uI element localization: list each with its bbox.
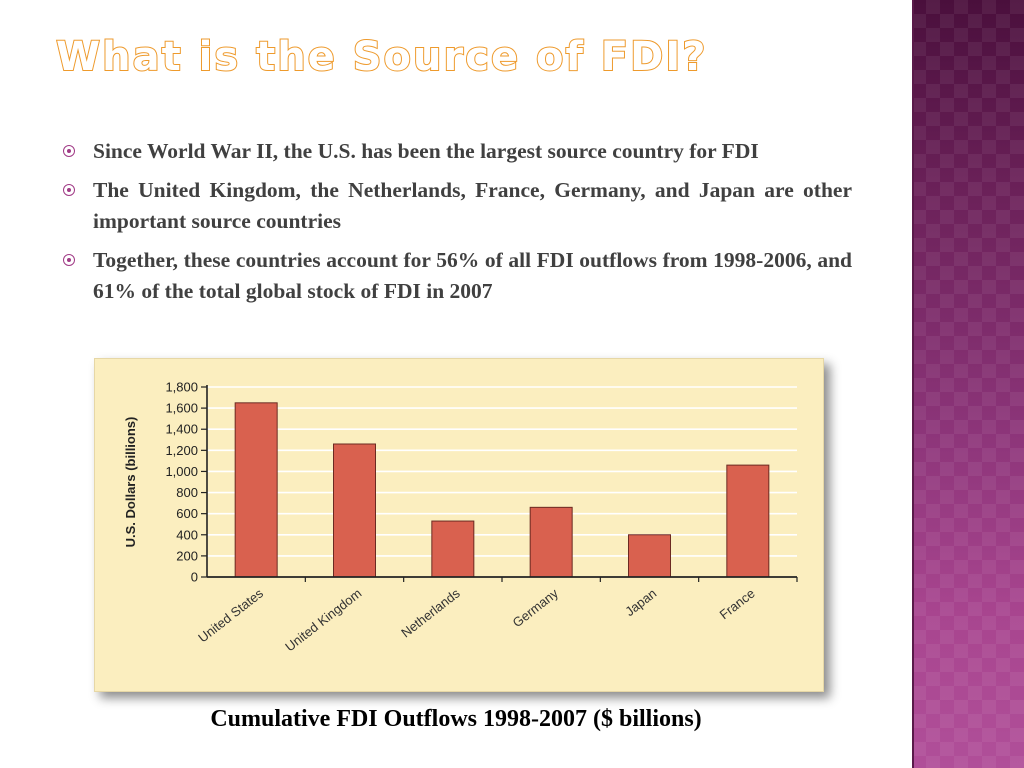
y-tick-label: 400 bbox=[176, 527, 198, 542]
chart-caption: Cumulative FDI Outflows 1998-2007 ($ bil… bbox=[210, 706, 702, 732]
circle-dot-icon bbox=[63, 184, 75, 196]
y-tick-label: 1,800 bbox=[165, 380, 198, 395]
bar bbox=[234, 402, 278, 578]
decorative-side-band bbox=[912, 0, 1024, 768]
circle-dot-icon bbox=[63, 145, 75, 157]
y-tick-label: 200 bbox=[176, 548, 198, 563]
bullet-item: Since World War II, the U.S. has been th… bbox=[60, 136, 852, 167]
x-tick-label: Germany bbox=[510, 585, 562, 630]
bar bbox=[333, 443, 376, 578]
bullet-item: Together, these countries account for 56… bbox=[60, 245, 852, 307]
circle-dot-icon bbox=[63, 254, 75, 266]
bullet-text: The United Kingdom, the Netherlands, Fra… bbox=[93, 178, 852, 233]
bar bbox=[726, 464, 770, 578]
bullet-text: Since World War II, the U.S. has been th… bbox=[93, 139, 759, 163]
bar bbox=[431, 520, 475, 578]
chart-panel: 0 200 400 600 800 1,000 1,200 1,400 1,600 1,800 U.… bbox=[94, 358, 824, 692]
x-tick-label: France bbox=[717, 586, 758, 623]
bullet-text: Together, these countries account for 56… bbox=[93, 248, 852, 303]
side-band-divider bbox=[912, 0, 914, 768]
slide-title: What is the Source of FDI? bbox=[55, 33, 708, 81]
y-tick-label: 1,000 bbox=[165, 464, 198, 479]
y-tick-label: 1,400 bbox=[165, 422, 198, 437]
x-tick-label: United Kingdom bbox=[282, 586, 364, 655]
y-tick-label: 0 bbox=[191, 570, 198, 585]
y-tick-label: 800 bbox=[176, 485, 198, 500]
y-tick-label: 1,600 bbox=[165, 401, 198, 416]
bar bbox=[529, 506, 573, 578]
x-tick-label: Netherlands bbox=[398, 585, 463, 640]
y-tick-label: 600 bbox=[176, 506, 198, 521]
bar bbox=[628, 534, 671, 578]
bar-chart: 0 200 400 600 800 1,000 1,200 1,400 1,600 1,800 U.… bbox=[123, 380, 798, 655]
bullet-list: Since World War II, the U.S. has been th… bbox=[60, 136, 852, 315]
bullet-item: The United Kingdom, the Netherlands, Fra… bbox=[60, 175, 852, 237]
y-axis-label: U.S. Dollars (billions) bbox=[123, 417, 138, 548]
y-tick-label: 1,200 bbox=[165, 443, 198, 458]
x-tick-label: Japan bbox=[622, 586, 659, 620]
x-tick-label: United States bbox=[195, 585, 266, 645]
